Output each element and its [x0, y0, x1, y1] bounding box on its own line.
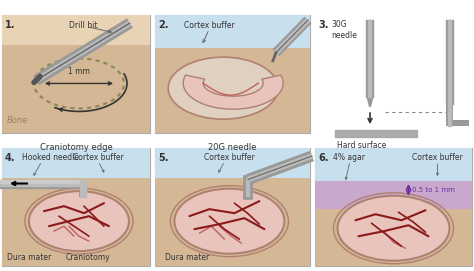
Ellipse shape — [337, 196, 449, 261]
Polygon shape — [366, 97, 374, 107]
Ellipse shape — [174, 189, 284, 254]
Bar — [315, 148, 472, 266]
Text: 0.5 to 1 mm: 0.5 to 1 mm — [412, 187, 456, 193]
Bar — [2, 15, 150, 44]
Bar — [315, 15, 472, 133]
Text: 30G
needle: 30G needle — [331, 20, 357, 40]
Text: Dura mater: Dura mater — [165, 253, 209, 262]
Text: 4.: 4. — [5, 153, 16, 163]
Ellipse shape — [168, 57, 278, 119]
Text: 2.: 2. — [158, 20, 168, 30]
Text: Cortex buffer: Cortex buffer — [412, 153, 463, 162]
Bar — [315, 148, 472, 181]
Text: Craniotomy edge: Craniotomy edge — [40, 143, 112, 152]
Text: Cortex buffer: Cortex buffer — [204, 153, 255, 162]
Bar — [2, 15, 150, 133]
Bar — [315, 181, 472, 209]
Bar — [155, 148, 310, 266]
Bar — [155, 148, 310, 178]
Text: 5.: 5. — [158, 153, 168, 163]
Text: Cortex buffer: Cortex buffer — [73, 153, 124, 162]
Polygon shape — [447, 104, 470, 125]
Text: 1.: 1. — [5, 20, 16, 30]
Bar — [2, 148, 150, 266]
Text: Hard surface: Hard surface — [337, 141, 387, 150]
Text: 4% agar: 4% agar — [333, 153, 365, 162]
Bar — [155, 15, 310, 48]
Text: Craniotomy: Craniotomy — [65, 253, 110, 262]
Text: Hooked needle: Hooked needle — [22, 153, 79, 162]
Text: Cortex buffer: Cortex buffer — [184, 21, 235, 30]
Text: 20G needle: 20G needle — [208, 143, 257, 152]
Bar — [2, 44, 150, 133]
Bar — [155, 15, 310, 133]
Bar — [155, 178, 310, 266]
Text: Drill bit: Drill bit — [69, 21, 97, 30]
Text: 6.: 6. — [318, 153, 328, 163]
Text: 1 mm: 1 mm — [68, 67, 90, 76]
Text: Bone: Bone — [7, 116, 28, 125]
Bar — [315, 148, 472, 266]
Text: 3.: 3. — [318, 20, 328, 30]
Bar — [155, 48, 310, 133]
Bar — [2, 148, 150, 178]
Bar — [2, 178, 150, 266]
Polygon shape — [79, 179, 87, 196]
Polygon shape — [183, 75, 283, 109]
Ellipse shape — [29, 191, 129, 251]
Text: Dura mater: Dura mater — [7, 253, 51, 262]
